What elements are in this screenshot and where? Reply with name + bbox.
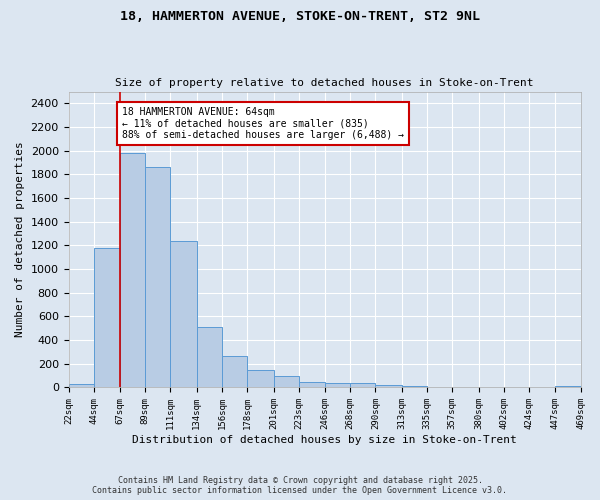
Bar (197, 326, 222, 388)
Bar (479, 387, 504, 388)
Bar (145, 168, 170, 388)
Bar (274, 376, 299, 388)
Bar (402, 386, 427, 388)
Bar (350, 382, 376, 388)
Bar (504, 387, 529, 388)
Bar (170, 240, 197, 388)
Text: 18, HAMMERTON AVENUE, STOKE-ON-TRENT, ST2 9NL: 18, HAMMERTON AVENUE, STOKE-ON-TRENT, ST… (120, 10, 480, 23)
Bar (120, 153, 145, 388)
Text: 18 HAMMERTON AVENUE: 64sqm
← 11% of detached houses are smaller (835)
88% of sem: 18 HAMMERTON AVENUE: 64sqm ← 11% of deta… (122, 107, 404, 140)
Y-axis label: Number of detached properties: Number of detached properties (15, 142, 25, 338)
X-axis label: Distribution of detached houses by size in Stoke-on-Trent: Distribution of detached houses by size … (132, 435, 517, 445)
Title: Size of property relative to detached houses in Stoke-on-Trent: Size of property relative to detached ho… (115, 78, 534, 88)
Bar (376, 385, 402, 388)
Bar (247, 370, 274, 388)
Bar (452, 387, 479, 388)
Text: Contains HM Land Registry data © Crown copyright and database right 2025.
Contai: Contains HM Land Registry data © Crown c… (92, 476, 508, 495)
Bar (529, 387, 556, 388)
Bar (427, 387, 452, 388)
Bar (325, 382, 350, 388)
Bar (94, 248, 120, 388)
Bar (68, 384, 94, 388)
Bar (299, 382, 325, 388)
Bar (222, 356, 247, 388)
Bar (556, 386, 581, 388)
